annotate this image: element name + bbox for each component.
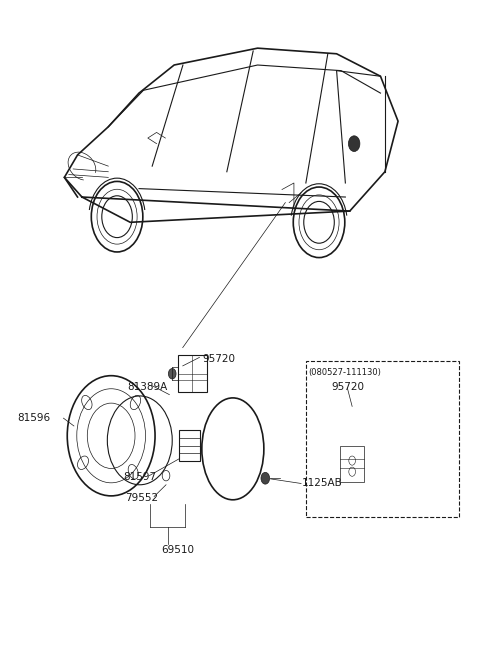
Circle shape xyxy=(261,472,270,484)
Circle shape xyxy=(168,369,176,379)
Bar xyxy=(306,361,458,518)
Bar xyxy=(178,356,206,392)
Text: 95720: 95720 xyxy=(331,382,364,392)
Text: 81596: 81596 xyxy=(17,413,50,423)
Text: (080527-111130): (080527-111130) xyxy=(309,368,382,377)
Bar xyxy=(180,430,200,461)
Text: 69510: 69510 xyxy=(161,545,194,555)
Text: 1125AB: 1125AB xyxy=(302,478,343,489)
Text: 79552: 79552 xyxy=(126,493,159,503)
Text: 81597: 81597 xyxy=(123,472,156,482)
Text: 95720: 95720 xyxy=(202,354,235,364)
Circle shape xyxy=(348,136,360,152)
Text: 81389A: 81389A xyxy=(127,382,167,392)
Bar xyxy=(340,445,364,482)
